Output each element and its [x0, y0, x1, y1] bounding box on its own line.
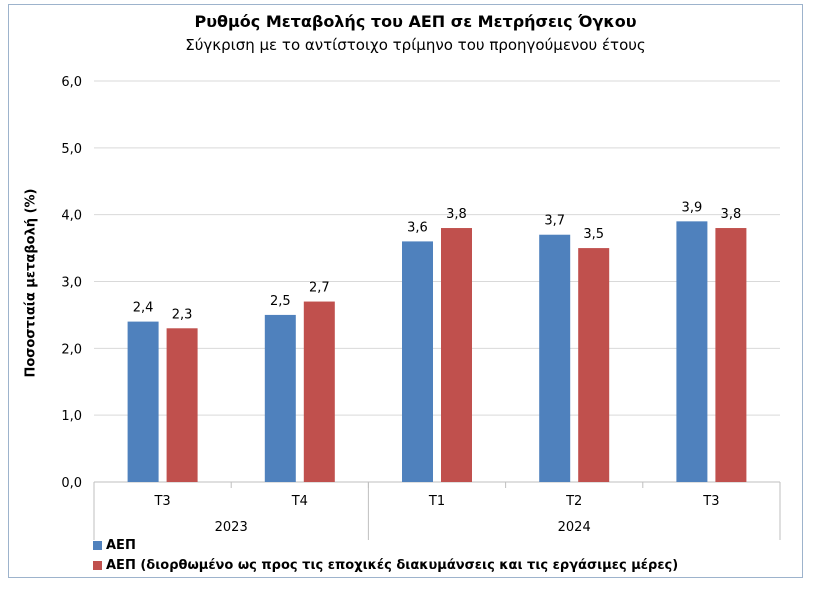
data-label: 3,8: [446, 207, 467, 222]
legend-item: ΑΕΠ (διορθωμένο ως προς τις εποχικές δια…: [93, 555, 678, 575]
data-label: 3,6: [407, 220, 428, 235]
data-label: 2,3: [172, 307, 193, 322]
bar: [303, 301, 335, 482]
data-label: 3,8: [721, 207, 742, 222]
group-label: 2024: [558, 520, 591, 535]
bar: [166, 328, 198, 482]
x-tick-label: Τ2: [565, 494, 582, 509]
x-tick-label: Τ4: [291, 494, 308, 509]
bar: [127, 321, 159, 482]
data-label: 2,5: [270, 294, 291, 309]
x-tick-label: Τ3: [702, 494, 719, 509]
data-label: 3,7: [544, 214, 565, 229]
y-tick-label: 1,0: [61, 409, 82, 424]
legend-swatch: [93, 540, 102, 550]
bar: [676, 221, 708, 482]
y-tick-label: 5,0: [61, 142, 82, 157]
y-tick-label: 2,0: [61, 342, 82, 357]
y-tick-label: 4,0: [61, 209, 82, 224]
bar: [578, 248, 610, 482]
data-label: 2,7: [309, 281, 330, 296]
y-tick-label: 6,0: [61, 75, 82, 90]
y-tick-label: 0,0: [61, 476, 82, 491]
legend-swatch: [93, 560, 102, 570]
x-tick-label: Τ1: [428, 494, 445, 509]
x-tick-label: Τ3: [153, 494, 170, 509]
legend-item: ΑΕΠ: [93, 535, 678, 555]
bar: [441, 228, 472, 482]
data-label: 3,5: [583, 227, 604, 242]
legend-label: ΑΕΠ (διορθωμένο ως προς τις εποχικές δια…: [106, 557, 679, 573]
data-label: 2,4: [133, 301, 154, 316]
bar: [402, 241, 433, 482]
y-tick-label: 3,0: [61, 276, 82, 291]
data-label: 3,9: [682, 200, 703, 215]
group-label: 2023: [215, 520, 248, 535]
chart-subtitle: Σύγκριση με το αντίστοιχο τρίμηνο του πρ…: [185, 36, 646, 54]
bar: [539, 234, 571, 482]
chart-title: Ρυθμός Μεταβολής του ΑΕΠ σε Μετρήσεις Όγ…: [194, 12, 637, 31]
legend: ΑΕΠ ΑΕΠ (διορθωμένο ως προς τις εποχικές…: [93, 535, 678, 575]
bar: [264, 314, 296, 482]
bar: [715, 228, 747, 482]
legend-label: ΑΕΠ: [106, 537, 136, 553]
